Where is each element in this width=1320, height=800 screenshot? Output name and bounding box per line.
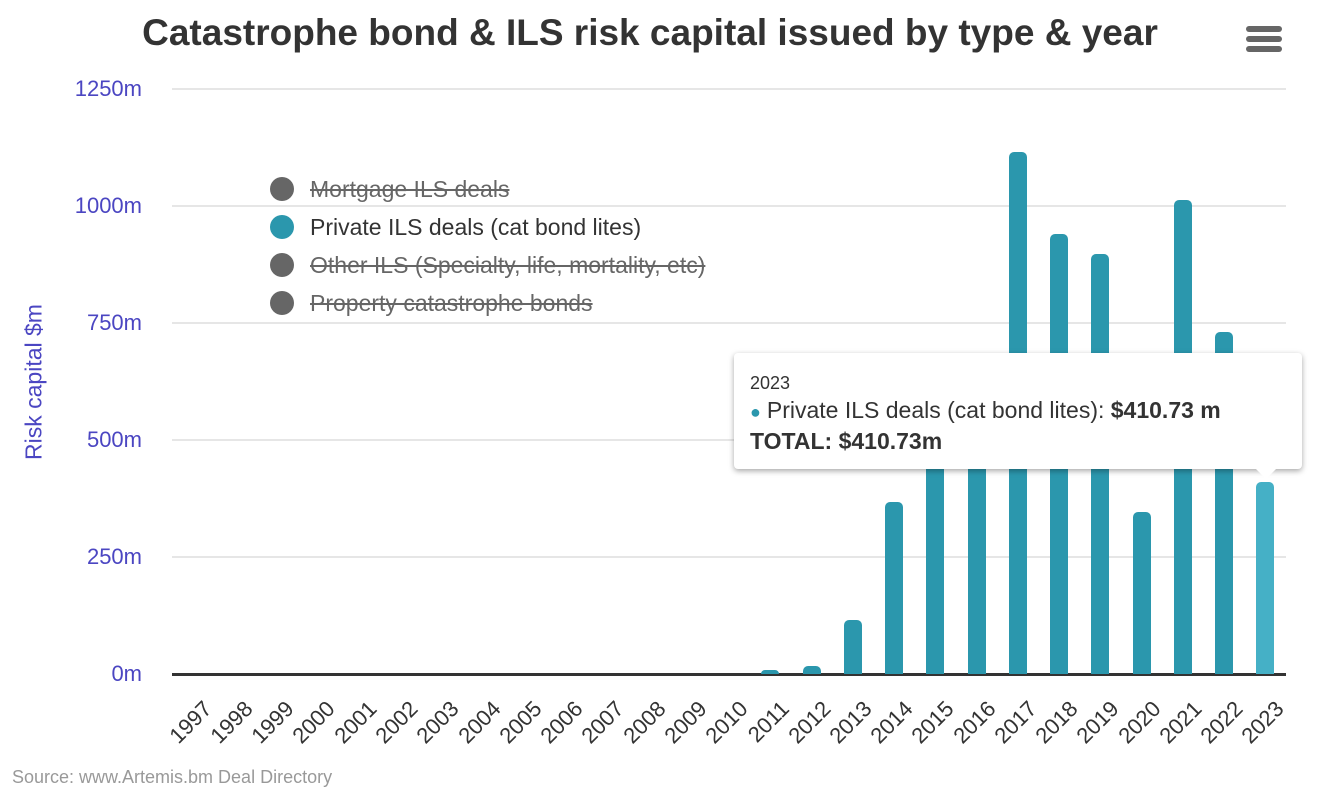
y-tick-label: 250m	[86, 544, 142, 569]
bar-2013[interactable]	[843, 620, 862, 674]
x-tick-label: 2015	[906, 696, 959, 749]
legend-item[interactable]: Private ILS deals (cat bond lites)	[270, 208, 705, 246]
tooltip: 2023 ● Private ILS deals (cat bond lites)…	[734, 353, 1302, 479]
legend-label: Property catastrophe bonds	[310, 289, 593, 316]
x-tick-label: 2009	[659, 696, 712, 749]
legend-dot-icon	[270, 253, 294, 277]
y-tick-label: 500m	[86, 427, 142, 452]
tooltip-total: TOTAL: $410.73m	[750, 428, 943, 454]
x-tick-label: 2008	[617, 696, 671, 749]
legend-label: Mortgage ILS deals	[310, 175, 510, 202]
x-tick-label: 2021	[1154, 696, 1207, 749]
y-tick-label: 1250m	[74, 76, 142, 101]
legend-dot-icon	[270, 215, 294, 239]
tooltip-series-line: ● Private ILS deals (cat bond lites): $41…	[750, 397, 1221, 424]
bar-2023[interactable]	[1256, 481, 1275, 674]
gridline	[172, 322, 1286, 324]
legend: Mortgage ILS deals Private ILS deals (cat…	[270, 170, 705, 322]
legend-dot-icon	[270, 177, 294, 201]
x-tick-label: 2017	[989, 696, 1042, 749]
x-tick-label: 2006	[535, 696, 588, 749]
legend-item[interactable]: Property catastrophe bonds	[270, 284, 705, 322]
x-tick-label: 2011	[742, 696, 794, 748]
x-tick-label: 2003	[411, 696, 464, 749]
bar-2016[interactable]	[967, 411, 986, 674]
gridline	[172, 439, 1286, 441]
x-tick-label: 2004	[452, 696, 506, 749]
gridline	[172, 556, 1286, 558]
legend-dot-icon	[270, 291, 294, 315]
y-tick-label: 1000m	[74, 193, 142, 218]
tooltip-year: 2023	[750, 373, 791, 393]
legend-item[interactable]: Other ILS (Specialty, life, mortality, e…	[270, 246, 705, 284]
legend-label: Private ILS deals (cat bond lites)	[310, 213, 642, 240]
bar-2011[interactable]	[761, 669, 780, 674]
series-dot-icon: ●	[750, 402, 761, 422]
x-tick-label: 2018	[1030, 696, 1083, 749]
gridline	[172, 88, 1286, 90]
x-tick-label: 2007	[576, 696, 629, 749]
x-tick-label: 1999	[246, 696, 299, 749]
x-tick-label: 2012	[782, 696, 836, 749]
gridline	[172, 205, 1286, 207]
y-axis-title: Risk capital $m	[20, 304, 47, 460]
source-credit: Source: www.Artemis.bm Deal Directory	[12, 767, 333, 787]
bar-2014[interactable]	[885, 501, 904, 674]
x-tick-label: 2016	[947, 696, 1001, 749]
tooltip-series-value: $410.73 m	[1110, 397, 1221, 423]
x-tick-label: 1998	[205, 696, 258, 749]
bar-2015[interactable]	[926, 449, 945, 674]
x-tick-label: 2019	[1071, 696, 1125, 749]
x-tick-label: 2020	[1112, 696, 1166, 749]
x-tick-label: 2023	[1236, 696, 1290, 749]
x-tick-label: 2000	[287, 696, 341, 749]
legend-label: Other ILS (Specialty, life, mortality, e…	[310, 251, 706, 278]
y-tick-label: 0m	[111, 661, 142, 686]
x-axis-line	[172, 673, 1286, 676]
x-tick-label: 2013	[824, 696, 877, 749]
bar-2012[interactable]	[802, 666, 821, 674]
tooltip-series-label: Private ILS deals (cat bond lites):	[766, 397, 1111, 423]
x-tick-label: 2010	[700, 696, 753, 749]
x-tick-label: 2001	[329, 696, 382, 749]
x-tick-label: 2002	[370, 696, 423, 749]
y-tick-label: 750m	[86, 310, 142, 335]
x-tick-label: 2022	[1195, 696, 1248, 749]
x-tick-label: 2014	[865, 696, 918, 749]
hamburger-menu-icon[interactable]	[1246, 26, 1282, 56]
legend-item[interactable]: Mortgage ILS deals	[270, 170, 705, 208]
chart-title: Catastrophe bond & ILS risk capital issu…	[142, 12, 1158, 53]
x-tick-label: 2005	[494, 696, 547, 749]
bar-2020[interactable]	[1132, 512, 1151, 674]
x-tick-label: 1997	[164, 696, 217, 749]
